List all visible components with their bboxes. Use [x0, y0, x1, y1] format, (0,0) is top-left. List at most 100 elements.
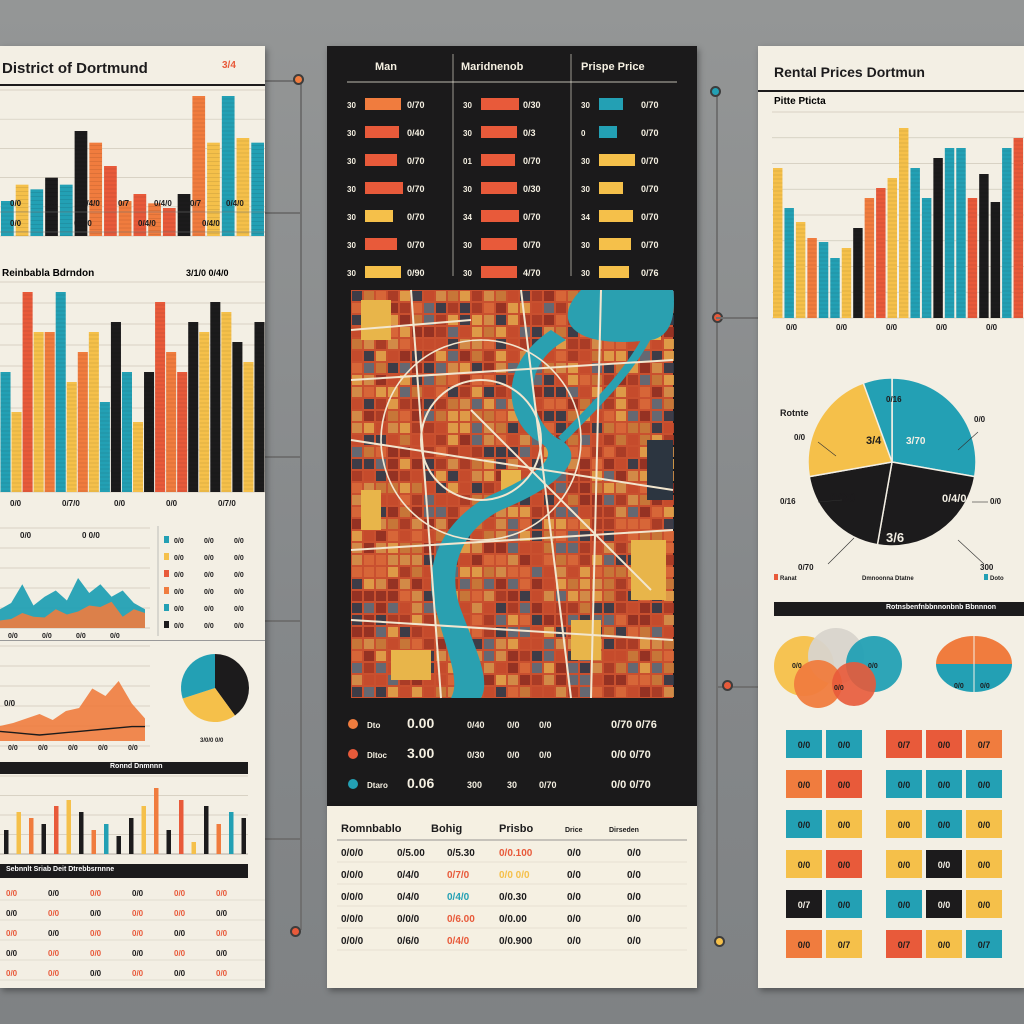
map-block [496, 675, 506, 685]
grid-cell [966, 810, 1002, 838]
map-block [640, 651, 650, 661]
pie-slice [808, 461, 893, 546]
map-block [352, 339, 362, 349]
map-block [472, 291, 482, 301]
legend-value: 3.00 [407, 745, 434, 761]
map-block [472, 435, 482, 445]
price-bar [481, 238, 517, 250]
map-block [616, 615, 626, 625]
map-block [388, 291, 398, 301]
map-block [376, 639, 386, 649]
bar [22, 292, 33, 492]
map-block [496, 555, 506, 565]
map-block [496, 351, 506, 361]
pie-slice [862, 377, 893, 463]
map-block [532, 615, 542, 625]
map-block [652, 687, 662, 697]
table-head: Prisbo [499, 823, 534, 835]
table-cell: 0/0 [132, 949, 144, 958]
grid-cell [926, 730, 962, 758]
table-cell: 0/5.00 [397, 848, 425, 859]
price-value: 0/70 [641, 212, 659, 222]
map-block [628, 387, 638, 397]
map-block [424, 483, 434, 493]
center-bottom-table: Romnbablo Bohig Prisbo Drice Dirseden 0/0/0 0/… [337, 823, 687, 951]
map-block [412, 315, 422, 325]
map-block [400, 531, 410, 541]
bar [30, 189, 44, 236]
map-block [496, 507, 506, 517]
map-block [424, 327, 434, 337]
venn2-label: 0/0 [954, 683, 964, 690]
grid-value: 0/7 [898, 740, 911, 750]
table-cell: 0/0 [132, 969, 144, 978]
map-block [652, 675, 662, 685]
grid-value: 0/0 [978, 820, 991, 830]
bar [144, 372, 155, 492]
map-block [532, 303, 542, 313]
map-block [364, 615, 374, 625]
map-block [400, 639, 410, 649]
legend-value: 0/70 [539, 780, 557, 790]
pie-label: 0/70 [798, 563, 814, 572]
map-block [496, 447, 506, 457]
map-block [496, 567, 506, 577]
price-bar [481, 210, 519, 222]
map-block [400, 363, 410, 373]
map-block [640, 435, 650, 445]
grid-value: 0/0 [938, 860, 951, 870]
map-block [460, 543, 470, 553]
map-block [508, 303, 518, 313]
legend-value: 0/0 [204, 606, 214, 613]
bar [921, 198, 932, 318]
map-block [484, 447, 494, 457]
map-block [424, 411, 434, 421]
map-block [508, 519, 518, 529]
map-block [412, 603, 422, 613]
map-block [568, 495, 578, 505]
legend-swatch [164, 621, 169, 628]
map-block [604, 495, 614, 505]
map-block [472, 639, 482, 649]
table-cell: 0/4/0 [447, 936, 470, 947]
grid-cell [926, 930, 962, 958]
map-block [628, 399, 638, 409]
map-block [484, 627, 494, 637]
map-block [520, 291, 530, 301]
map-block [580, 543, 590, 553]
map-block [628, 411, 638, 421]
map-block [616, 459, 626, 469]
map-block [544, 375, 554, 385]
map-block [616, 675, 626, 685]
table-cell: 0/0.00 [499, 914, 527, 925]
grid-value: 0/0 [898, 820, 911, 830]
map-block [544, 675, 554, 685]
map-block [388, 531, 398, 541]
map-block [604, 639, 614, 649]
map-block [436, 675, 446, 685]
map-block [556, 603, 566, 613]
map-block [496, 579, 506, 589]
pie-slice [182, 688, 235, 722]
wire [300, 80, 302, 930]
map-block [520, 591, 530, 601]
map-block [472, 567, 482, 577]
map-block [520, 651, 530, 661]
table-cell: 0/0 [216, 969, 228, 978]
row-index: 34 [463, 213, 472, 222]
map-block [388, 447, 398, 457]
price-bar [365, 266, 401, 278]
map-block [484, 351, 494, 361]
map-block [532, 375, 542, 385]
map-block [412, 459, 422, 469]
map-block [352, 459, 362, 469]
map-block [568, 687, 578, 697]
bar [956, 148, 966, 318]
map-block [352, 687, 362, 697]
row-index: 0 [581, 129, 586, 138]
map-block [580, 387, 590, 397]
map-block [424, 627, 434, 637]
map-block [568, 327, 578, 337]
map-block [460, 327, 470, 337]
legend-swatch [984, 574, 988, 580]
